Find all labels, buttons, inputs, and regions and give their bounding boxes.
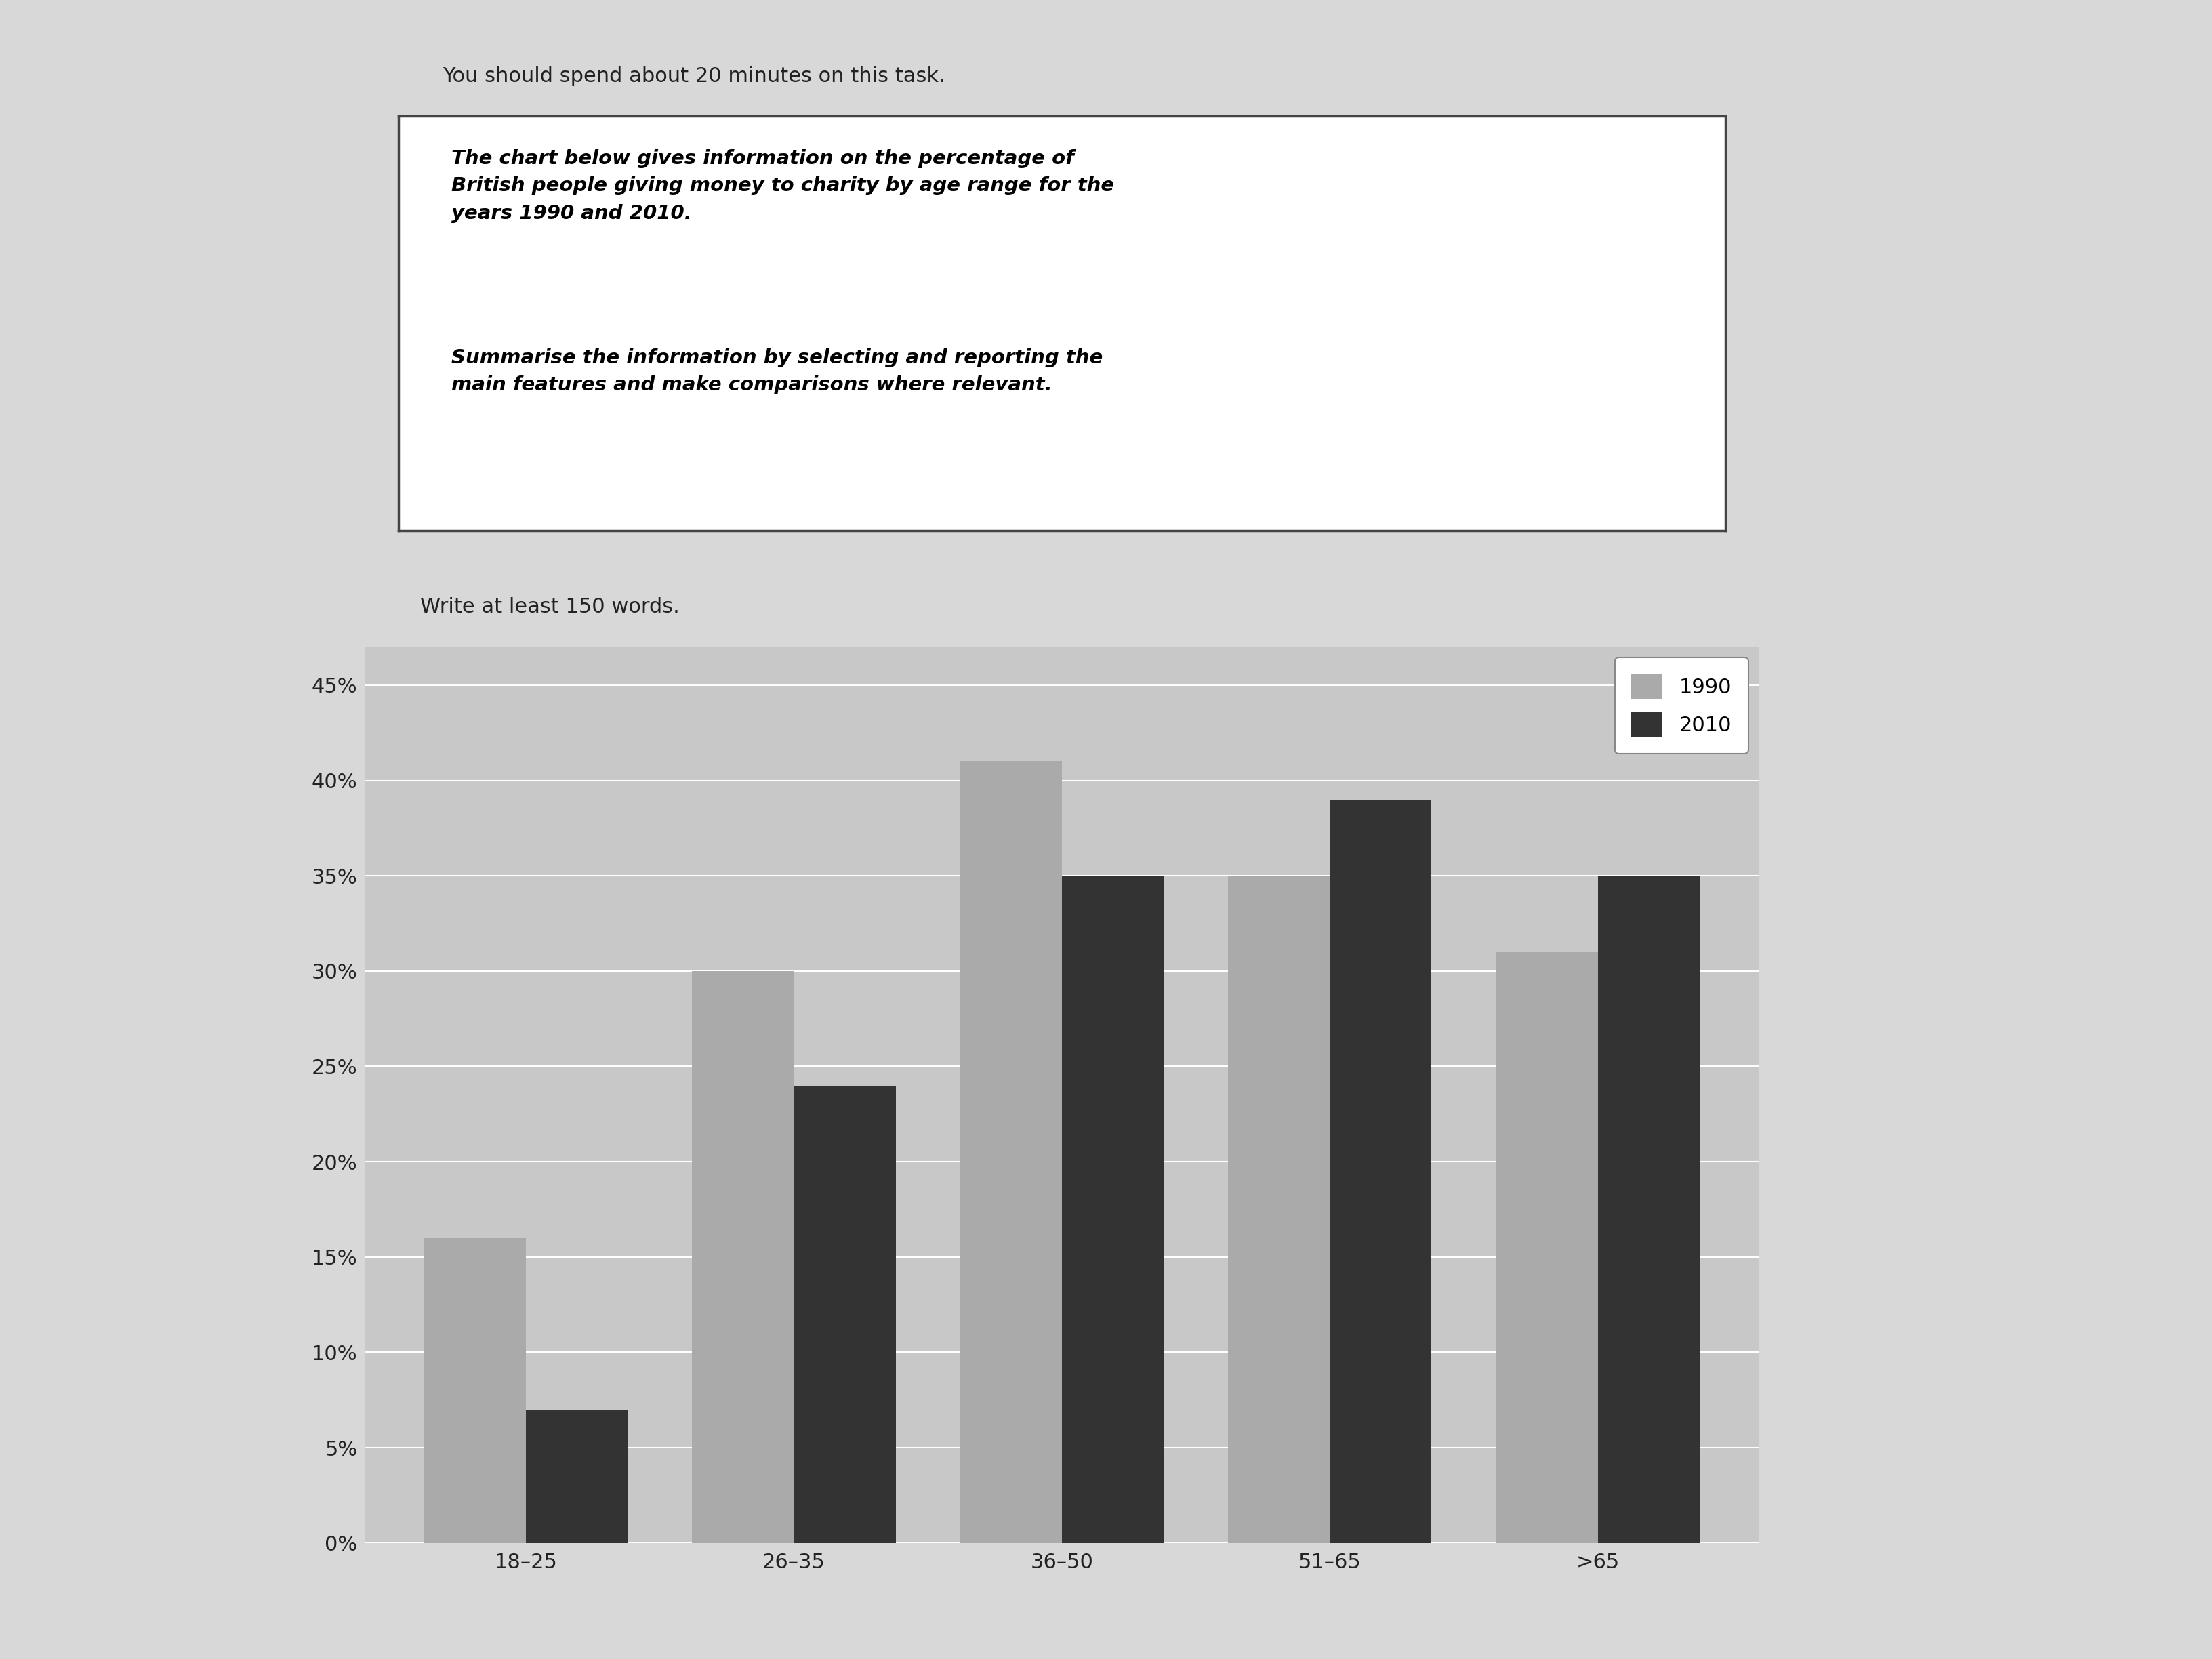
Bar (526, 1410, 628, 1543)
Text: You should spend about 20 minutes on this task.: You should spend about 20 minutes on thi… (442, 66, 945, 86)
Text: Write at least 150 words.: Write at least 150 words. (420, 597, 679, 617)
Bar (692, 971, 794, 1543)
Bar (1495, 952, 1597, 1543)
Bar (794, 1085, 896, 1543)
Bar (425, 1238, 526, 1543)
Bar (1597, 876, 1699, 1543)
Bar (1228, 876, 1329, 1543)
Bar (1062, 876, 1164, 1543)
Bar (960, 761, 1062, 1543)
Text: Summarise the information by selecting and reporting the
main features and make : Summarise the information by selecting a… (451, 348, 1104, 395)
Legend: 1990, 2010: 1990, 2010 (1615, 657, 1747, 753)
Bar (1329, 800, 1431, 1543)
Text: The chart below gives information on the percentage of
British people giving mon: The chart below gives information on the… (451, 149, 1115, 222)
